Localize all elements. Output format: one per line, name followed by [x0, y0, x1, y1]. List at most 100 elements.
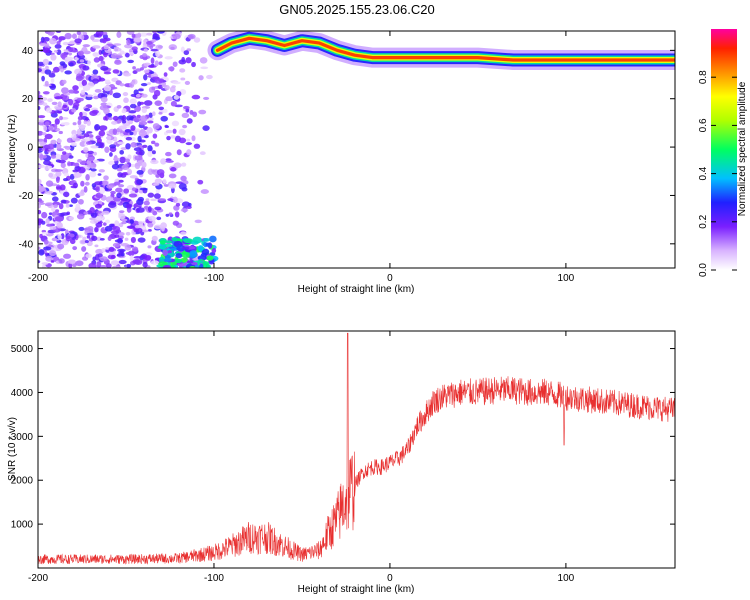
spectrogram-noise-blob [154, 142, 160, 147]
spectrogram-noise-blob [94, 88, 102, 93]
spectrogram-noise-blob [38, 68, 43, 73]
spectrogram-noise-blob [142, 144, 148, 148]
spectrogram-noise-blob [202, 125, 210, 131]
spectrogram-noise-blob [50, 139, 57, 145]
spectrogram-burst-blob [205, 242, 212, 247]
spectrogram-noise-blob [176, 149, 182, 156]
spectrogram-noise-blob [95, 215, 104, 221]
spectrogram-noise-blob [95, 186, 100, 193]
spectrogram-noise-blob [71, 33, 78, 40]
spectrogram-noise-blob [68, 52, 73, 56]
spectrogram-noise-blob [147, 150, 153, 157]
spectrogram-noise-blob [138, 129, 148, 137]
spectrogram-noise-blob [93, 95, 99, 100]
spectrogram-noise-blob [55, 171, 62, 177]
spectrogram-noise-blob [203, 96, 210, 100]
spectrogram-noise-blob [179, 68, 186, 73]
spectrogram-noise-blob [100, 65, 109, 71]
spectrogram-noise-blob [85, 174, 90, 181]
spectrogram-noise-blob [98, 169, 105, 173]
spectrogram-noise-blob [39, 233, 43, 239]
spectrogram-noise-blob [39, 97, 48, 101]
snr-y-tick-label: 1000 [11, 520, 34, 531]
spectrogram-noise-blob [127, 154, 132, 160]
spectrogram-noise-blob [125, 231, 131, 236]
spectrogram-noise-blob [86, 141, 92, 145]
spectrogram-noise-blob [147, 120, 154, 124]
spectrogram-noise-blob [171, 120, 180, 127]
spectrogram-noise-blob [64, 70, 72, 75]
spectrogram-burst-blob [167, 250, 173, 254]
spectrogram-noise-blob [113, 157, 121, 161]
spectrogram-noise-blob [103, 71, 112, 75]
spectrogram-noise-blob [87, 134, 94, 138]
spectrogram-noise-blob [78, 198, 84, 205]
spectrogram-noise-blob [141, 161, 147, 168]
spectrogram-noise-blob [151, 140, 156, 145]
spectrogram-noise-blob [90, 145, 99, 149]
spectrogram-noise-blob [67, 161, 72, 167]
spectrogram-noise-blob [41, 262, 49, 265]
spectrogram-noise-blob [173, 162, 182, 169]
snr-series-line [38, 332, 675, 565]
spectrogram-noise-blob [68, 47, 74, 52]
colorbar-gradient [711, 29, 737, 270]
spectrogram-noise-blob [82, 32, 88, 36]
spectrogram-noise-blob [142, 44, 149, 49]
spectrogram-noise-blob [55, 176, 60, 184]
spectrogram-burst-blob [181, 252, 192, 259]
spectrogram-noise-blob [128, 110, 137, 114]
spectrogram-noise-blob [123, 188, 130, 194]
spectrogram-noise-blob [47, 98, 53, 103]
spectrogram-noise-blob [155, 44, 163, 50]
spectrogram-noise-blob [171, 85, 176, 89]
snr-x-tick-label: 0 [387, 573, 393, 584]
spectrogram-noise-blob [125, 52, 130, 58]
spectrogram-noise-blob [50, 154, 57, 159]
spectrogram-noise-blob [44, 121, 50, 127]
spectrogram-noise-blob [93, 151, 97, 156]
spectrogram-noise-blob [165, 213, 170, 217]
spectrogram-burst-blob [181, 246, 190, 250]
spectrogram-noise-blob [98, 55, 104, 62]
spectrogram-noise-blob [158, 61, 163, 66]
spectrogram-noise-blob [65, 235, 72, 242]
spectrogram-noise-blob [131, 79, 138, 85]
spectrogram-noise-blob [118, 125, 127, 130]
spectrogram-noise-blob [44, 133, 53, 140]
spectrogram-noise-blob [72, 246, 78, 251]
spectrogram-burst-blob [186, 260, 194, 264]
spectrogram-noise-blob [137, 135, 142, 143]
spectrogram-noise-blob [193, 37, 201, 43]
snr-plot-area [38, 331, 675, 568]
spectrogram-noise-blob [59, 184, 66, 191]
spectrogram-noise-blob [146, 41, 153, 45]
spectrogram-noise-blob [112, 128, 118, 135]
spectrogram-noise-blob [151, 86, 156, 91]
spectrogram-noise-blob [58, 258, 65, 264]
spectrogram-x-tick-label: -100 [204, 273, 224, 284]
spectrogram-noise-blob [48, 73, 56, 78]
spectrogram-noise-blob [132, 66, 136, 70]
spectrogram-noise-blob [50, 78, 55, 83]
spectrogram-noise-blob [123, 72, 132, 77]
spectrogram-noise-blob [77, 54, 86, 59]
spectrogram-noise-blob [104, 146, 110, 154]
colorbar-tick-label: 0.0 [698, 263, 709, 277]
spectrogram-noise-blob [178, 128, 186, 136]
spectrogram-noise-blob [110, 190, 116, 195]
spectrogram-noise-blob [42, 91, 50, 95]
spectrogram-noise-blob [94, 227, 99, 233]
spectrogram-noise-blob [151, 235, 158, 242]
spectrogram-noise-blob [73, 172, 82, 178]
spectrogram-noise-blob [126, 115, 134, 122]
spectrogram-noise-blob [121, 119, 127, 124]
spectrogram-noise-blob [115, 179, 120, 183]
spectrogram-noise-blob [56, 222, 63, 229]
spectrogram-noise-blob [145, 252, 153, 256]
spectrogram-noise-blob [135, 150, 143, 155]
spectrogram-noise-blob [41, 211, 48, 219]
spectrogram-noise-blob [164, 56, 173, 60]
snr-frame [37, 330, 676, 569]
snr-x-tick-label: -200 [28, 573, 48, 584]
